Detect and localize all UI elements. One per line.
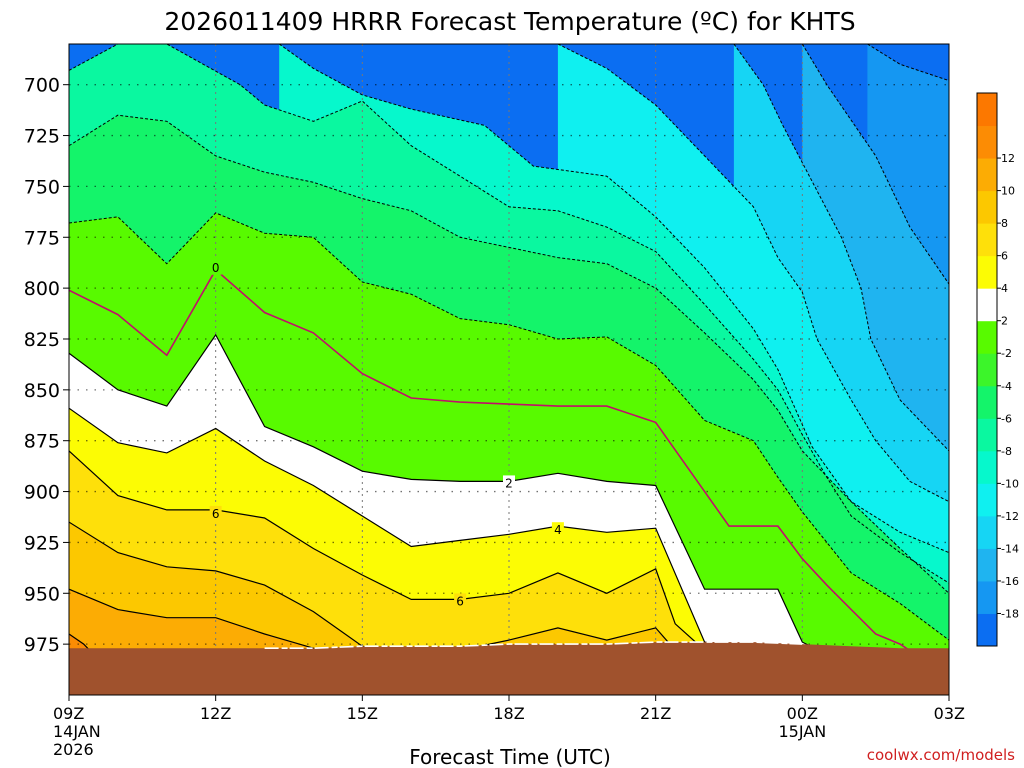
colorbar-label: -16 — [1001, 575, 1019, 588]
colorbar-label: -6 — [1001, 412, 1012, 425]
contour-labels: 0 2 4 6 6 — [209, 259, 564, 609]
colorbar-label: -12 — [1001, 510, 1019, 523]
y-tick-label: 775 — [24, 227, 60, 249]
colorbar: -18 -16 -14 -12 -10 -8 -6 -4 -2 2 4 6 8 10 12 — [976, 92, 1019, 647]
temperature-fills — [69, 44, 949, 695]
colorbar-swatch — [977, 288, 997, 322]
x-tick-label: 03Z — [934, 704, 965, 723]
colorbar-swatch — [977, 223, 997, 257]
y-tick-label: 875 — [24, 431, 60, 453]
y-tick-label: 800 — [24, 278, 60, 300]
y-tick-label: 850 — [24, 380, 60, 402]
colorbar-label: -14 — [1001, 542, 1019, 555]
colorbar-swatch — [977, 548, 997, 582]
colorbar-swatch — [977, 255, 997, 289]
contour-label: 0 — [212, 261, 220, 275]
contour-line — [69, 44, 949, 584]
colorbar-swatch — [977, 320, 997, 354]
y-tick-label: 750 — [24, 176, 60, 198]
y-tick-label: 925 — [24, 532, 60, 554]
ground-fill — [69, 642, 949, 695]
colorbar-swatch — [977, 125, 997, 159]
contour-label-bg — [503, 475, 515, 491]
y-tick-label: 975 — [24, 634, 60, 656]
contour-label: 6 — [456, 594, 464, 608]
colorbar-frame — [976, 92, 998, 647]
contour-line — [69, 407, 779, 659]
contour-line — [867, 44, 949, 82]
colorbar-swatch — [977, 385, 997, 419]
x-tick-label: 09Z — [53, 704, 84, 723]
contour-line — [69, 268, 926, 662]
colorbar-label: 8 — [1001, 217, 1008, 230]
colorbar-swatch — [977, 613, 997, 647]
x-tick-label: 21Z — [640, 704, 671, 723]
contour-label: 4 — [554, 523, 562, 537]
colorbar-swatch — [977, 580, 997, 614]
y-tick-label: 900 — [24, 482, 60, 504]
colorbar-label: -8 — [1001, 445, 1012, 458]
colorbar-label: -4 — [1001, 380, 1012, 393]
colorbar-label: 12 — [1001, 152, 1015, 165]
grid-lines — [69, 44, 949, 695]
chart-title: 2026011409 HRRR Forecast Temperature (ºC… — [164, 7, 855, 36]
colorbar-swatch — [977, 93, 997, 127]
contour-label-bg — [551, 522, 564, 538]
y-tick-label: 950 — [24, 583, 60, 605]
colorbar-swatch — [977, 483, 997, 517]
colorbar-swatch — [977, 450, 997, 484]
colorbar-label: -18 — [1001, 607, 1019, 620]
contour-lines — [69, 44, 949, 662]
contour-label: 6 — [212, 507, 220, 521]
x-tick-label: 15Z — [347, 704, 378, 723]
x-tick-label: 18Z — [493, 704, 524, 723]
y-tick-label: 725 — [24, 126, 60, 148]
colorbar-label: 6 — [1001, 250, 1008, 263]
contour-label-bg — [209, 505, 222, 521]
colorbar-label: 10 — [1001, 185, 1015, 198]
x-tick-sublabel: 2026 — [53, 740, 94, 759]
contour-line — [278, 44, 949, 554]
x-tick-sublabel: 15JAN — [778, 722, 826, 741]
contour-label-bg — [454, 593, 467, 609]
contour-line — [557, 44, 949, 503]
y-tick-label: 825 — [24, 329, 60, 351]
colorbar-label: -10 — [1001, 477, 1019, 490]
colorbar-swatch — [977, 515, 997, 549]
colorbar-swatch — [977, 158, 997, 192]
x-tick-label: 12Z — [200, 704, 231, 723]
ground-surface — [69, 641, 949, 695]
colorbar-label: 4 — [1001, 282, 1008, 295]
contour-line — [69, 212, 949, 641]
contour-line — [801, 44, 949, 285]
colorbar-swatch — [977, 353, 997, 387]
contour-label-bg — [209, 259, 222, 275]
contour-label: 2 — [505, 476, 513, 490]
colorbar-label: -2 — [1001, 347, 1012, 360]
colorbar-swatch — [977, 418, 997, 452]
colorbar-swatch — [977, 190, 997, 224]
y-axis: 700 725 750 775 800 825 850 875 900 925 950 975 — [24, 75, 69, 656]
x-tick-sublabel: 14JAN — [53, 722, 101, 741]
x-axis-label: Forecast Time (UTC) — [409, 745, 611, 768]
y-tick-label: 700 — [24, 75, 60, 97]
credit-text: coolwx.com/models — [867, 746, 1015, 764]
colorbar-label: 2 — [1001, 315, 1008, 328]
contour-line — [733, 44, 949, 452]
contour-line — [69, 450, 706, 651]
contour-line — [69, 114, 949, 594]
surface-line — [264, 641, 803, 649]
x-tick-label: 00Z — [787, 704, 818, 723]
